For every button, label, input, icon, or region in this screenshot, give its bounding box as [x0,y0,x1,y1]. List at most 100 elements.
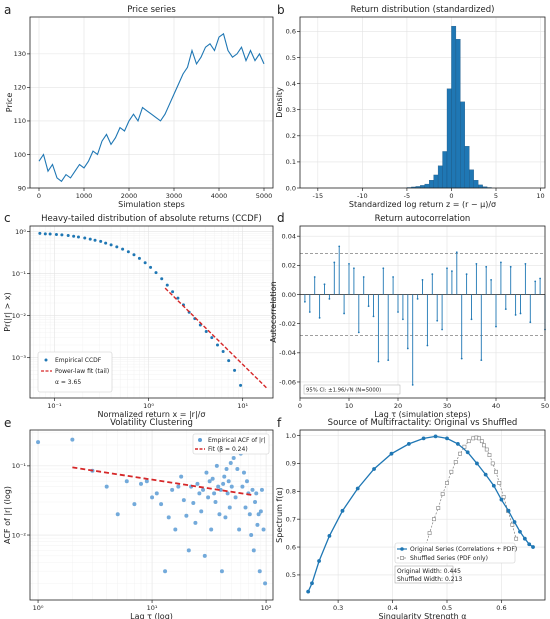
ccdf-point [176,296,180,300]
legend-label: Shuffled Series (PDF only) [410,555,488,562]
ccdf-point [233,368,237,372]
acf-marker [490,279,492,281]
original-marker [518,529,522,534]
acf-point [221,481,226,486]
acf-point [212,491,217,496]
acf-marker [451,270,453,273]
acf-point [36,440,41,445]
acf-marker [392,276,394,278]
panel-letter: d [277,211,285,225]
acf-point [254,491,259,496]
acf-marker [357,331,360,334]
y-tick-label: 100 [14,151,26,159]
y-tick-label: 10⁻¹ [12,462,27,470]
acf-marker [529,321,532,324]
x-axis-label: Standardized log return z = (r − μ)/σ [349,200,496,209]
original-marker [340,508,345,513]
acf-marker [353,267,355,270]
acf-point [184,513,189,518]
ci-annotation-box [303,384,401,395]
acf-point [210,476,215,481]
x-tick-label: 30 [443,402,451,410]
y-tick-label: -0.02 [279,320,296,328]
acf-point [195,481,200,486]
x-tick-label: 20 [394,402,402,410]
acf-point [163,569,168,574]
acf-point [70,437,75,442]
shuffled-marker [427,531,432,536]
histogram-bar [464,146,470,189]
ccdf-point [171,290,175,294]
ccdf-point [221,350,225,354]
ccdf-point [60,233,64,237]
shuffled-marker [471,436,476,441]
ccdf-point [143,261,147,265]
original-marker [475,461,479,466]
x-axis-label: Lag τ (log) [130,612,173,619]
x-tick-label: 3000 [166,192,183,200]
ccdf-point [48,232,52,236]
acf-marker [446,267,448,270]
original-marker [372,467,376,471]
histogram-bar [455,39,461,189]
acf-point [115,512,120,517]
x-tick-label: -15 [313,192,324,200]
acf-marker [328,297,331,300]
x-tick-label: 5 [494,192,498,200]
original-marker [445,436,449,441]
y-tick-label: 0.5 [286,54,296,62]
x-tick-label: 2000 [121,192,138,200]
original-marker [506,508,511,513]
shuffled-marker [453,460,458,464]
acf-point [256,512,261,517]
x-tick-label: 0.5 [442,604,452,612]
ccdf-point [210,336,214,340]
panel-letter: c [4,211,11,225]
ccdf-point [38,231,42,235]
x-tick-label: 40 [492,402,500,410]
y-axis-label: Pr(|r| > x) [3,292,12,331]
ccdf-point [126,250,130,254]
legend-label: Original Series (Correlations + PDF) [410,546,517,553]
acf-point [207,479,212,484]
panel-e: 10⁰ 10¹ 10² 10⁻² 10⁻¹ Volatility Clustering La… [3,416,274,619]
acf-marker [475,262,478,265]
y-tick-label: -0.04 [279,349,296,357]
panel-d: 0 10 20 30 40 50 -0.06 -0.04 -0.02 0.00 0.02 0.04 Re… [269,211,549,419]
histogram-bar [442,151,448,189]
shuffled-marker [497,481,502,485]
shuffled-marker [487,453,492,457]
acf-point [179,474,184,479]
y-tick-label: 0.4 [286,80,296,88]
acf-marker [397,311,399,313]
acf-point [226,479,231,484]
acf-point [261,527,266,532]
ccdf-point [83,236,87,240]
histogram-bar [433,174,439,189]
shuffled-marker [490,461,495,466]
ccdf-point [88,237,92,241]
acf-marker [333,261,336,264]
original-marker [310,581,314,586]
acf-marker [470,318,473,321]
y-tick-label: 110 [14,117,26,125]
shuffled-marker [479,439,484,444]
ci-annotation: 95% CI: ±1.96/√N (N=5000) [306,387,381,394]
ccdf-point [43,232,47,236]
histogram-bar [437,165,443,189]
x-tick-label: 10¹ [237,402,248,410]
x-axis-label: Lag τ (simulation steps) [374,410,470,419]
width-annotation-box [394,565,454,584]
x-tick-label: 10⁰ [33,604,44,612]
x-axis-label: Normalized return x = |r|/σ [98,410,206,419]
acf-point [139,481,144,486]
chart-title: Heavy-tailed distribution of absolute re… [41,214,262,224]
acf-marker [348,262,350,265]
acf-marker [485,265,488,268]
x-tick-label: 5000 [256,192,273,200]
width-annotation: Original Width: 0.445 [397,568,461,575]
y-tick-label: 120 [14,84,26,92]
x-tick-label: 0 [449,192,453,200]
ccdf-point [137,256,141,260]
y-tick-label: 0.7 [286,515,296,523]
